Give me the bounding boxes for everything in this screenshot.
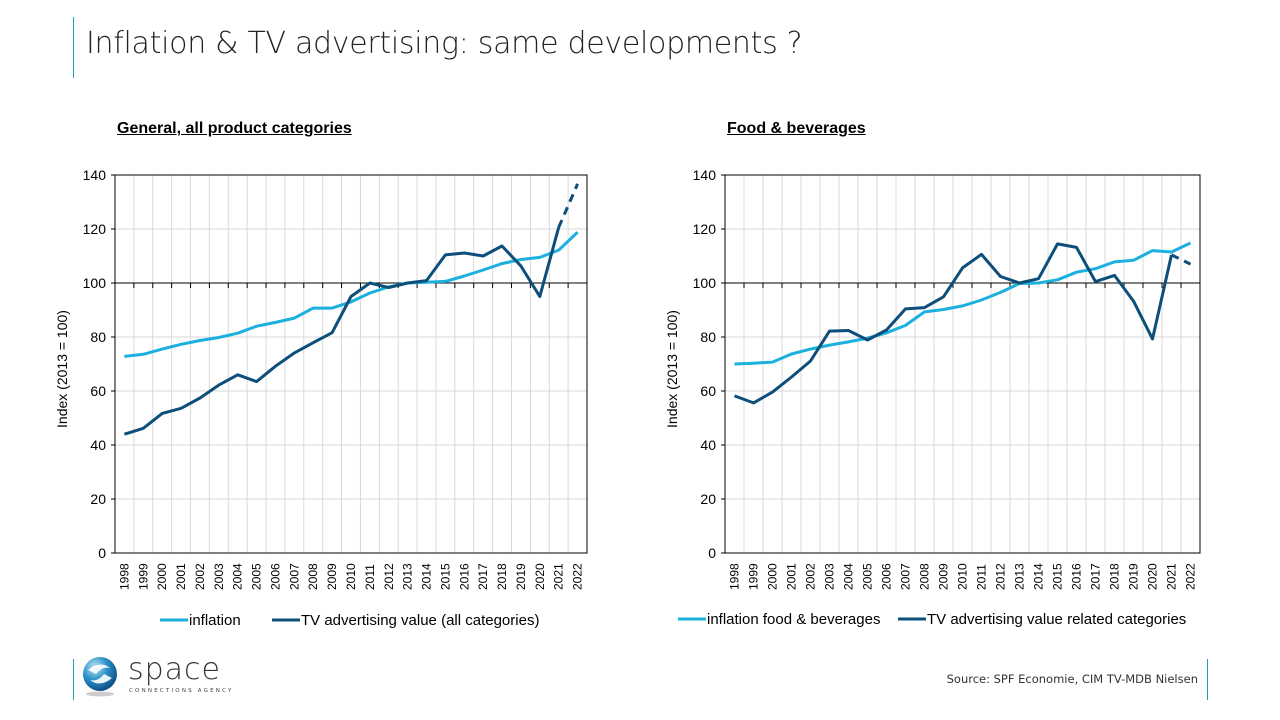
chart-2-xtick-label: 2010 <box>956 563 970 590</box>
title-accent-bar <box>73 17 74 78</box>
chart-1-ytick-label: 20 <box>90 491 106 507</box>
chart-2-xtick-label: 1999 <box>747 563 761 590</box>
chart-1-ytick-label: 60 <box>90 383 106 399</box>
chart-2-xtick-label: 2016 <box>1070 563 1084 590</box>
chart-2-ytick-label: 80 <box>700 329 716 345</box>
chart-2-xtick-label: 2001 <box>785 563 799 590</box>
chart-1-xtick-label: 2000 <box>155 563 169 590</box>
chart-1-series-2-line <box>123 227 561 436</box>
chart-1-xtick-label: 2007 <box>287 563 301 590</box>
chart-2-title: Food & beverages <box>727 120 866 137</box>
chart-2-ytick-label: 0 <box>708 545 716 561</box>
chart-1-xtick-label: 1998 <box>117 563 131 590</box>
chart-1-xtick-label: 2014 <box>420 563 434 590</box>
globe-swirl-icon <box>83 657 117 697</box>
chart-1-ytick-label: 140 <box>83 167 107 183</box>
source-note: Source: SPF Economie, CIM TV-MDB Nielsen <box>946 672 1198 686</box>
chart-1-xtick-label: 2004 <box>231 563 245 590</box>
chart-2-xtick-label: 2008 <box>918 563 932 590</box>
chart-1-ytick-label: 0 <box>98 545 106 561</box>
chart-1-plot-frame <box>114 174 588 554</box>
chart-1-xtick-label: 2001 <box>174 563 188 590</box>
chart-2-legend-label-2: TV advertising value related categories <box>927 611 1186 628</box>
logo-wordmark: space <box>128 652 222 687</box>
chart-1-xtick-label: 1999 <box>136 563 150 590</box>
chart-2-plot-frame <box>724 174 1201 554</box>
chart-2-ytick-label: 120 <box>693 221 717 237</box>
chart-1-ytick-label: 100 <box>83 275 107 291</box>
chart-2-series-1-line <box>734 241 1192 366</box>
chart-1-ytick-label: 40 <box>90 437 106 453</box>
chart-1-xtick-label: 2013 <box>401 563 415 590</box>
chart-2-xtick-label: 2013 <box>1013 563 1027 590</box>
chart-1-xtick-label: 2019 <box>514 563 528 590</box>
chart-2-ytick-label: 20 <box>700 491 716 507</box>
chart-1-xtick-label: 2022 <box>571 563 585 590</box>
chart-1-title: General, all product categories <box>117 120 352 137</box>
slide-title: Inflation & TV advertising: same develop… <box>86 26 803 61</box>
chart-2-xtick-label: 2014 <box>1032 563 1046 590</box>
chart-2-xtick-label: 2002 <box>804 563 818 590</box>
chart-1-xtick-label: 2010 <box>344 563 358 590</box>
chart-1-xtick-label: 2016 <box>457 563 471 590</box>
chart-1-xtick-label: 2017 <box>476 563 490 590</box>
chart-2-xtick-label: 2022 <box>1184 563 1198 590</box>
footer-accent-bar-left <box>73 659 74 700</box>
chart-1-legend-label-2: TV advertising value (all categories) <box>301 612 539 629</box>
chart-2-xtick-label: 2000 <box>766 563 780 590</box>
chart-2-legend-label-1: inflation food & beverages <box>707 611 880 628</box>
chart-2-xtick-label: 2015 <box>1051 563 1065 590</box>
chart-1-y-axis-label: Index (2013 = 100) <box>54 310 70 428</box>
footer-accent-bar-right <box>1207 659 1208 700</box>
chart-2-xtick-label: 2006 <box>880 563 894 590</box>
chart-2-xtick-label: 2018 <box>1108 563 1122 590</box>
chart-1-xtick-label: 2018 <box>495 563 509 590</box>
logo-tagline: CONNECTIONS AGENCY <box>129 688 234 694</box>
chart-2-xtick-label: 1998 <box>728 563 742 590</box>
chart-1-xtick-label: 2006 <box>268 563 282 590</box>
chart-2-ytick-label: 140 <box>693 167 717 183</box>
chart-2-xtick-label: 2020 <box>1146 563 1160 590</box>
chart-2-xtick-label: 2004 <box>842 563 856 590</box>
chart-2-ytick-label: 60 <box>700 383 716 399</box>
chart-2-ytick-label: 100 <box>693 275 717 291</box>
chart-2-xtick-label: 2011 <box>975 564 989 590</box>
chart-1-xtick-label: 2003 <box>212 563 226 590</box>
chart-1-xtick-label: 2021 <box>552 563 566 590</box>
chart-1-xtick-label: 2002 <box>193 563 207 590</box>
chart-1-xtick-label: 2009 <box>325 563 339 590</box>
chart-1-ytick-label: 80 <box>90 329 106 345</box>
chart-2-xtick-label: 2005 <box>861 563 875 590</box>
chart-1-xtick-label: 2015 <box>438 563 452 590</box>
chart-2-xtick-label: 2021 <box>1165 563 1179 590</box>
chart-1-xtick-label: 2012 <box>382 563 396 590</box>
chart-1-series-1-line <box>124 231 579 358</box>
chart-2-xtick-label: 2017 <box>1089 563 1103 590</box>
chart-2-xtick-label: 2012 <box>994 563 1008 590</box>
chart-2-xtick-label: 2009 <box>937 563 951 590</box>
chart-2-y-axis-label: Index (2013 = 100) <box>664 310 680 428</box>
chart-2-xtick-label: 2007 <box>899 563 913 590</box>
chart-2-series-2-line <box>733 242 1173 405</box>
chart-2-xtick-label: 2003 <box>823 563 837 590</box>
chart-1-xtick-label: 2008 <box>306 563 320 590</box>
chart-2-xtick-label: 2019 <box>1127 563 1141 590</box>
chart-2-series-2-dashed-line <box>1170 253 1192 266</box>
chart-1-legend-label-1: inflation <box>189 612 241 629</box>
chart-1-series-2-dashed-line <box>557 183 579 228</box>
chart-1-ytick-label: 120 <box>83 221 107 237</box>
chart-2-ytick-label: 40 <box>700 437 716 453</box>
chart-1-xtick-label: 2011 <box>363 564 377 590</box>
chart-1-xtick-label: 2020 <box>533 563 547 590</box>
chart-1-xtick-label: 2005 <box>250 563 264 590</box>
